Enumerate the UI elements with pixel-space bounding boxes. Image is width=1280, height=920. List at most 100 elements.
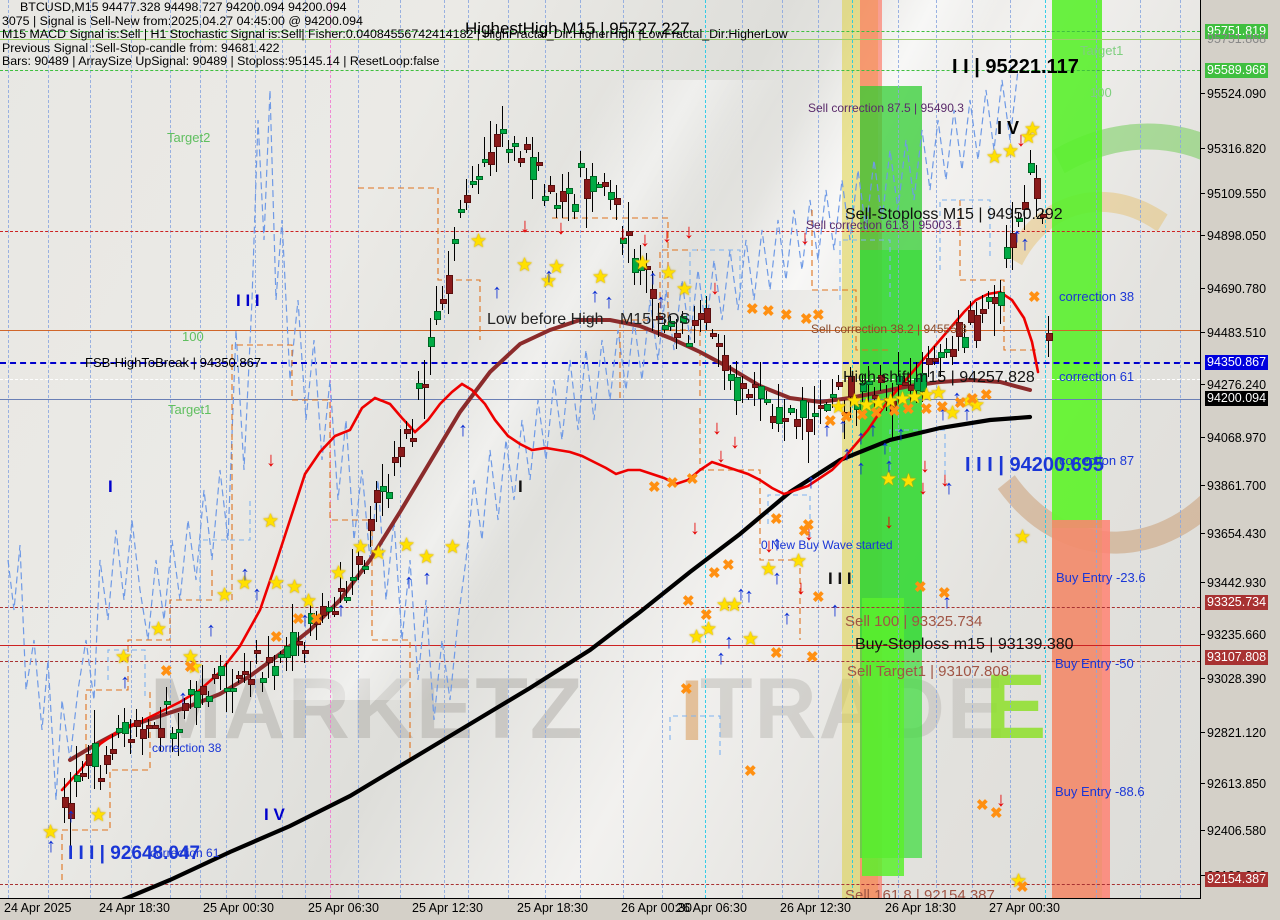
star-marker: ★: [262, 511, 280, 532]
buy-arrow-icon: ↑: [206, 619, 216, 641]
time-tick: 26 Apr 00:30: [621, 901, 692, 915]
sell-arrow-icon: ↓: [520, 215, 530, 237]
buy-arrow-icon: ↑: [66, 805, 76, 827]
annotation-roman-iv-left: I V: [264, 805, 285, 824]
level-sell-target1[interactable]: 93107.808: [1205, 650, 1269, 665]
level-sell-1618[interactable]: 92154.387: [1205, 872, 1269, 887]
vgrid: [358, 0, 359, 898]
buy-arrow-icon: ↑: [604, 291, 614, 313]
star-marker: ★: [900, 471, 918, 492]
annotation-sell-1618: Sell 161.8 | 92154.387: [845, 887, 995, 899]
vgrid: [1096, 0, 1097, 898]
star-marker: ★: [330, 563, 348, 584]
price-scale[interactable]: 95524.090 95316.820 95109.550 94898.050 9469…: [1201, 0, 1280, 898]
buy-arrow-icon: ↑: [656, 291, 666, 313]
candle-body: [62, 796, 69, 808]
candle-wick: [436, 286, 437, 325]
candle-body: [752, 383, 759, 388]
star-marker: ★: [1010, 871, 1028, 892]
level-95589[interactable]: 95589.968: [1205, 63, 1269, 78]
annotation-high-shift-m15: High-shift m15 | 94257.828: [843, 369, 1035, 386]
cross-marker-icon: ✖: [980, 387, 993, 404]
session-band-red-right: [1052, 520, 1110, 898]
candle-wick: [502, 105, 503, 147]
candle-body: [392, 457, 399, 463]
cross-marker-icon: ✖: [762, 303, 775, 320]
star-marker: ★: [418, 547, 436, 568]
cross-marker-icon: ✖: [798, 523, 811, 540]
level-sell-100[interactable]: 93325.734: [1205, 595, 1269, 610]
level-95751[interactable]: 95751.819: [1205, 24, 1269, 39]
buy-arrow-icon: ↑: [744, 585, 754, 607]
annotation-sell-stoploss-m15: Sell-Stoploss M15 | 94950.292: [845, 206, 1063, 223]
cross-marker-icon: ✖: [270, 629, 283, 646]
star-marker: ★: [42, 822, 60, 843]
candle-body: [380, 485, 387, 493]
price-tick: 95524.090: [1201, 87, 1280, 101]
header-indicator-line: M15 MACD Signal is:Sell | H1 Stochastic …: [2, 27, 788, 42]
cross-marker-icon: ✖: [722, 557, 735, 574]
chart-plot-area[interactable]: MARKETZ I TRADE E: [0, 0, 1201, 899]
vgrid: [936, 0, 937, 898]
sell-arrow-icon: ↓: [940, 469, 950, 491]
annotation-roman-iii-left: I I I: [236, 291, 260, 310]
candle-body: [350, 576, 357, 581]
candle-wick: [568, 171, 569, 222]
header-signal-line: 3075 | Signal is Sell-New from:2025.04.2…: [2, 13, 363, 28]
candle-body: [518, 158, 525, 164]
annotation-roman-ii-95221: I I | 95221.117: [952, 56, 1079, 78]
star-marker: ★: [1014, 527, 1032, 548]
price-tick: 95109.550: [1201, 187, 1280, 201]
candle-body: [470, 181, 477, 186]
level-95751-ghost[interactable]: 95751.868: [1207, 32, 1267, 46]
candle-body: [614, 198, 621, 205]
candle-body: [464, 195, 471, 203]
cross-marker-icon: ✖: [888, 403, 901, 420]
candle-wick: [658, 303, 659, 337]
candle-body: [1028, 162, 1035, 174]
candle-body: [800, 400, 807, 418]
cross-marker-icon: ✖: [680, 681, 693, 698]
candle-body: [494, 134, 501, 147]
annotation-sell-correction-875: Sell correction 87.5 | 95490.3: [808, 101, 964, 115]
vgrid: [818, 0, 819, 898]
candle-body: [122, 721, 129, 734]
sell-arrow-icon: ↓: [618, 223, 628, 245]
level-line-high-shift: [0, 379, 1200, 380]
sell-arrow-icon: ↓: [764, 535, 774, 557]
time-tick: 25 Apr 00:30: [203, 901, 274, 915]
time-tick: 26 Apr 06:30: [676, 901, 747, 915]
annotation-buy-entry-886: Buy Entry -88.6: [1055, 784, 1145, 799]
star-marker: ★: [634, 253, 652, 274]
level-line-target1-green: [0, 70, 1200, 71]
candle-body: [440, 298, 447, 304]
vgrid-cyan: [1045, 0, 1046, 898]
time-scale[interactable]: 24 Apr 2025 24 Apr 18:30 25 Apr 00:30 25 Ap…: [0, 899, 1280, 920]
candle-body: [572, 203, 579, 213]
candle-body: [764, 399, 771, 404]
annotation-highest-high: HighestHigh M15 | 95727.227: [465, 19, 690, 38]
star-marker: ★: [444, 537, 462, 558]
buy-arrow-icon: ↑: [590, 285, 600, 307]
buy-arrow-icon: ↑: [544, 265, 554, 287]
level-last-price[interactable]: 94200.094: [1205, 391, 1269, 406]
candle-body: [740, 383, 747, 389]
candle-wick: [538, 151, 539, 172]
annotation-fsb-hightobreak: FSB-HighToBreak | 94350.867: [85, 355, 262, 370]
candle-body: [332, 610, 339, 615]
buy-arrow-icon: ↑: [884, 455, 894, 477]
cross-marker-icon: ✖: [184, 659, 197, 676]
candle-wick: [166, 686, 167, 714]
candle-wick: [82, 760, 83, 781]
time-tick: 24 Apr 2025: [4, 901, 72, 915]
candle-body: [1022, 201, 1029, 210]
cross-marker-icon: ✖: [976, 797, 989, 814]
level-fsb-hightobreak[interactable]: 94350.867: [1205, 355, 1269, 370]
watermark-accent: E: [985, 656, 1047, 758]
candle-body: [716, 342, 723, 347]
candle-body: [656, 316, 663, 321]
time-tick: 26 Apr 18:30: [885, 901, 956, 915]
candle-wick: [652, 271, 653, 331]
candle-body: [620, 237, 627, 245]
